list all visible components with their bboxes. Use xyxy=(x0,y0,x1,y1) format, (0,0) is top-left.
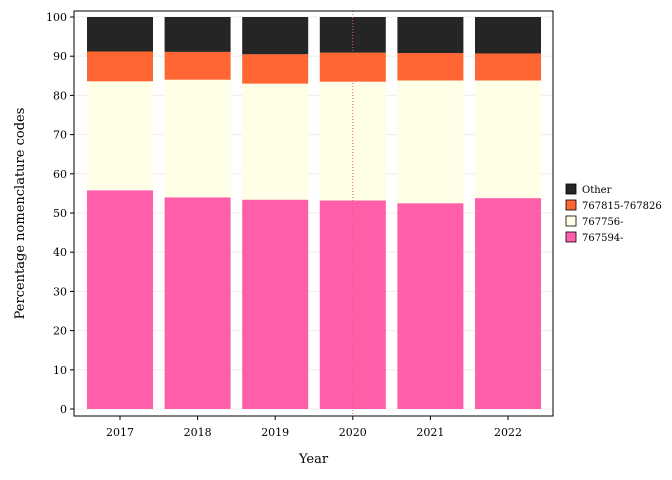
y-axis-label: Percentage nomenclature codes xyxy=(13,108,28,320)
bar-segment-1-4 xyxy=(397,80,464,204)
bar-segment-0-4 xyxy=(397,203,464,409)
bar-segment-0-5 xyxy=(475,198,541,409)
grid xyxy=(74,16,553,410)
bar-segment-0-2 xyxy=(242,199,309,409)
bar-segment-3-4 xyxy=(397,17,464,54)
bar-segment-2-5 xyxy=(475,53,541,81)
bar-segment-1-1 xyxy=(164,79,231,198)
bar-segment-2-3 xyxy=(319,52,386,82)
bar-segment-3-5 xyxy=(475,17,541,54)
legend-label: 767756- xyxy=(582,217,624,228)
bar-segment-0-1 xyxy=(164,197,231,409)
x-tick-label: 2020 xyxy=(339,426,367,439)
y-tick-label: 90 xyxy=(53,50,67,63)
x-tick-label: 2018 xyxy=(184,426,212,439)
x-tick-label: 2017 xyxy=(106,426,134,439)
legend-swatch xyxy=(565,199,577,211)
bar-segment-2-4 xyxy=(397,53,464,81)
legend-swatch xyxy=(565,183,577,195)
x-tick-label: 2021 xyxy=(416,426,444,439)
bar-segment-1-5 xyxy=(475,80,541,199)
y-tick-label: 50 xyxy=(53,207,67,220)
y-tick-label: 20 xyxy=(53,325,67,338)
legend-swatch xyxy=(565,215,577,227)
bar-segment-3-1 xyxy=(164,17,231,52)
legend-label: 767815-767826 xyxy=(582,201,662,212)
x-axis-label: Year xyxy=(298,452,329,467)
legend: Other 767815-767826 767756- 767594- xyxy=(565,183,662,244)
x-tick-label: 2019 xyxy=(261,426,289,439)
y-tick-label: 70 xyxy=(53,129,67,142)
y-tick-label: 60 xyxy=(53,168,67,181)
y-tick-label: 30 xyxy=(53,285,67,298)
bar-segment-1-2 xyxy=(242,83,309,200)
y-tick-label: 10 xyxy=(53,364,67,377)
y-axis: 0 10 20 30 40 50 60 70 80 90 100 xyxy=(46,11,74,416)
bar-segment-2-2 xyxy=(242,54,309,84)
bars xyxy=(87,17,541,409)
bar-segment-3-0 xyxy=(87,17,153,52)
y-tick-label: 0 xyxy=(60,403,67,416)
y-tick-label: 40 xyxy=(53,246,67,259)
bar-segment-1-0 xyxy=(87,81,153,191)
legend-label: Other xyxy=(582,185,612,196)
y-tick-label: 100 xyxy=(46,11,67,24)
legend-label: 767594- xyxy=(582,233,624,244)
bar-segment-0-0 xyxy=(87,190,153,409)
legend-swatch xyxy=(565,231,577,243)
y-tick-label: 80 xyxy=(53,89,67,102)
x-tick-label: 2022 xyxy=(494,426,522,439)
bar-segment-3-2 xyxy=(242,17,309,55)
bar-segment-3-3 xyxy=(319,17,386,53)
bar-segment-2-1 xyxy=(164,51,231,80)
bar-segment-2-0 xyxy=(87,51,153,82)
x-axis: 2017 2018 2019 2020 2021 2022 xyxy=(106,416,522,439)
